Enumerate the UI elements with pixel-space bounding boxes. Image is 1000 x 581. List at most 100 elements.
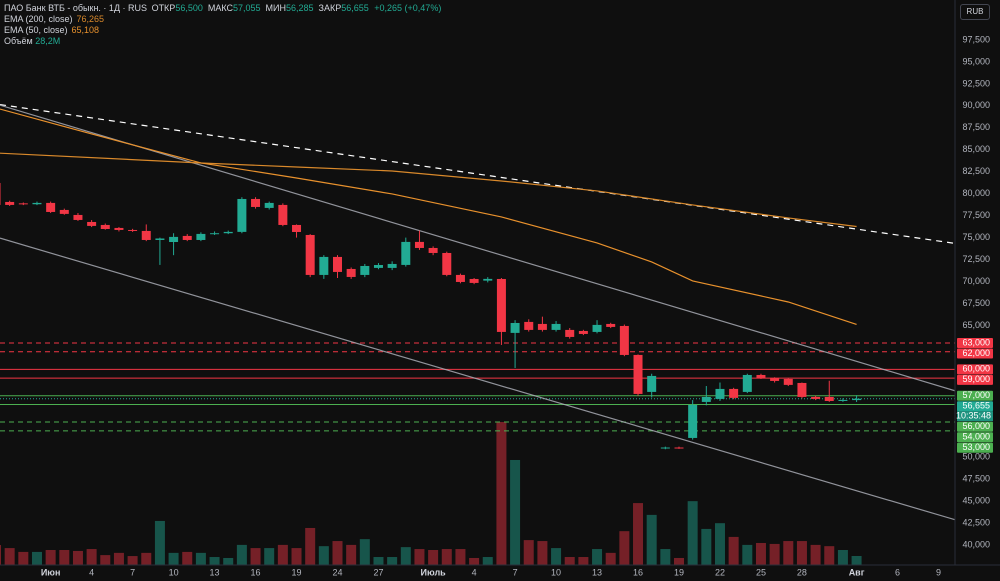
stat-label: ОТКР [151,3,176,13]
volume-row: Объём 28,2M [4,36,444,47]
ohlc-stats: ОТКР56,500 МАКС57,055 МИН56,285 ЗАКР56,655 [150,3,372,13]
x-tick-label: 6 [895,567,900,577]
volume-bar [701,528,712,565]
volume-bar [851,555,862,565]
volume-bar [783,541,794,565]
y-tick-label: 75,000 [962,232,990,242]
volume-bar [72,550,83,565]
level-label: 59,000 [962,374,990,384]
volume-bar [769,543,780,565]
currency-button[interactable]: RUB [960,4,990,20]
x-tick-label: Июль [421,567,447,577]
candle-body [5,201,15,205]
candle-body [223,231,233,234]
candle-body [469,278,479,283]
countdown: 10:35:48 [956,411,991,421]
candle-body [210,233,220,235]
candle-body [237,198,247,232]
level-label: 56,000 [962,421,990,431]
volume-bar [332,541,343,565]
trend-line [0,104,955,392]
candle-body [387,263,397,268]
indicator-value: 65,108 [71,25,100,35]
candle-body [797,382,807,397]
x-tick-label: 25 [756,567,766,577]
volume-bar [277,544,288,565]
candle-body [59,209,69,214]
volume-bar [0,545,1,565]
level-label: 53,000 [962,442,990,452]
candle-body [783,378,793,385]
y-tick-label: 77,500 [962,210,990,220]
volume-bar [523,540,534,565]
volume-bar [154,520,165,565]
plot-area [0,103,955,565]
x-tick-label: Июн [41,567,61,577]
volume-bar [633,503,644,565]
x-tick-label: 27 [373,567,383,577]
volume-bar [687,501,698,565]
volume-bar [127,556,138,565]
stat-label: МАКС [207,3,233,13]
x-tick-label: 13 [592,567,602,577]
volume-bar [755,542,766,565]
y-tick-label: 42,500 [962,517,990,527]
candle-body [360,265,370,275]
x-tick-label: 24 [332,567,342,577]
volume-bar [428,549,439,565]
y-tick-label: 85,000 [962,144,990,154]
y-tick-label: 50,000 [962,452,990,462]
candle-body [551,323,561,330]
stat-label: МИН [265,3,286,13]
symbol-title: ПАО Банк ВТБ - обыкн. · 1Д · RUS [4,3,148,13]
ema-line [0,108,857,326]
stat-label: ЗАКР [318,3,342,13]
candle-body [155,238,165,240]
y-tick-label: 82,500 [962,166,990,176]
indicators: EMA (200, close) 76,265 EMA (50, close) 65,… [4,14,444,36]
y-tick-label: 47,500 [962,474,990,484]
indicator-row: EMA (200, close) 76,265 [4,14,444,25]
volume-bar [305,527,316,565]
x-tick-label: 10 [551,567,561,577]
x-tick-label: 28 [797,567,807,577]
ema-line [0,152,857,228]
indicator-name: EMA (50, close) [4,25,68,35]
legend: ПАО Банк ВТБ - обыкн. · 1Д · RUS ОТКР 56,… [4,3,444,47]
level-label: 62,000 [962,348,990,358]
volume-bar [236,544,247,565]
volume-bar [496,422,507,565]
volume-bar [469,557,480,565]
candle-body [838,399,848,401]
x-tick-label: 13 [210,567,220,577]
candle-body [701,396,711,402]
volume-bar [359,539,370,565]
volume-bar [209,557,220,565]
x-tick-label: 10 [169,567,179,577]
y-tick-label: 95,000 [962,56,990,66]
volume-bar [250,548,261,565]
candle-body [674,447,684,449]
volume-bar [387,557,398,565]
x-tick-label: 16 [633,567,643,577]
candle-body [565,329,575,337]
price-axis: 40,000 42,500 45,000 47,500 50,000 65,000 67,5… [956,34,993,549]
volume-bar [59,549,70,565]
candle-body [196,233,206,240]
level-box [957,421,993,432]
volume-bar [168,552,179,565]
volume-bar [373,557,384,565]
candle-body [729,388,739,398]
candle-body [852,398,862,401]
candle-body [46,202,56,212]
volume-bar [605,552,616,565]
stat-value: 56,285 [286,3,314,13]
time-axis: Июн 4 7 10 13 16 19 24 27 Июль 4 7 10 13 16 19 22 25 28 Авг… [41,567,941,577]
volume-bar [141,552,152,565]
x-tick-label: 19 [292,567,302,577]
candle-body [87,221,97,226]
y-tick-label: 70,000 [962,276,990,286]
x-tick-label: 16 [251,567,261,577]
y-tick-label: 72,500 [962,254,990,264]
